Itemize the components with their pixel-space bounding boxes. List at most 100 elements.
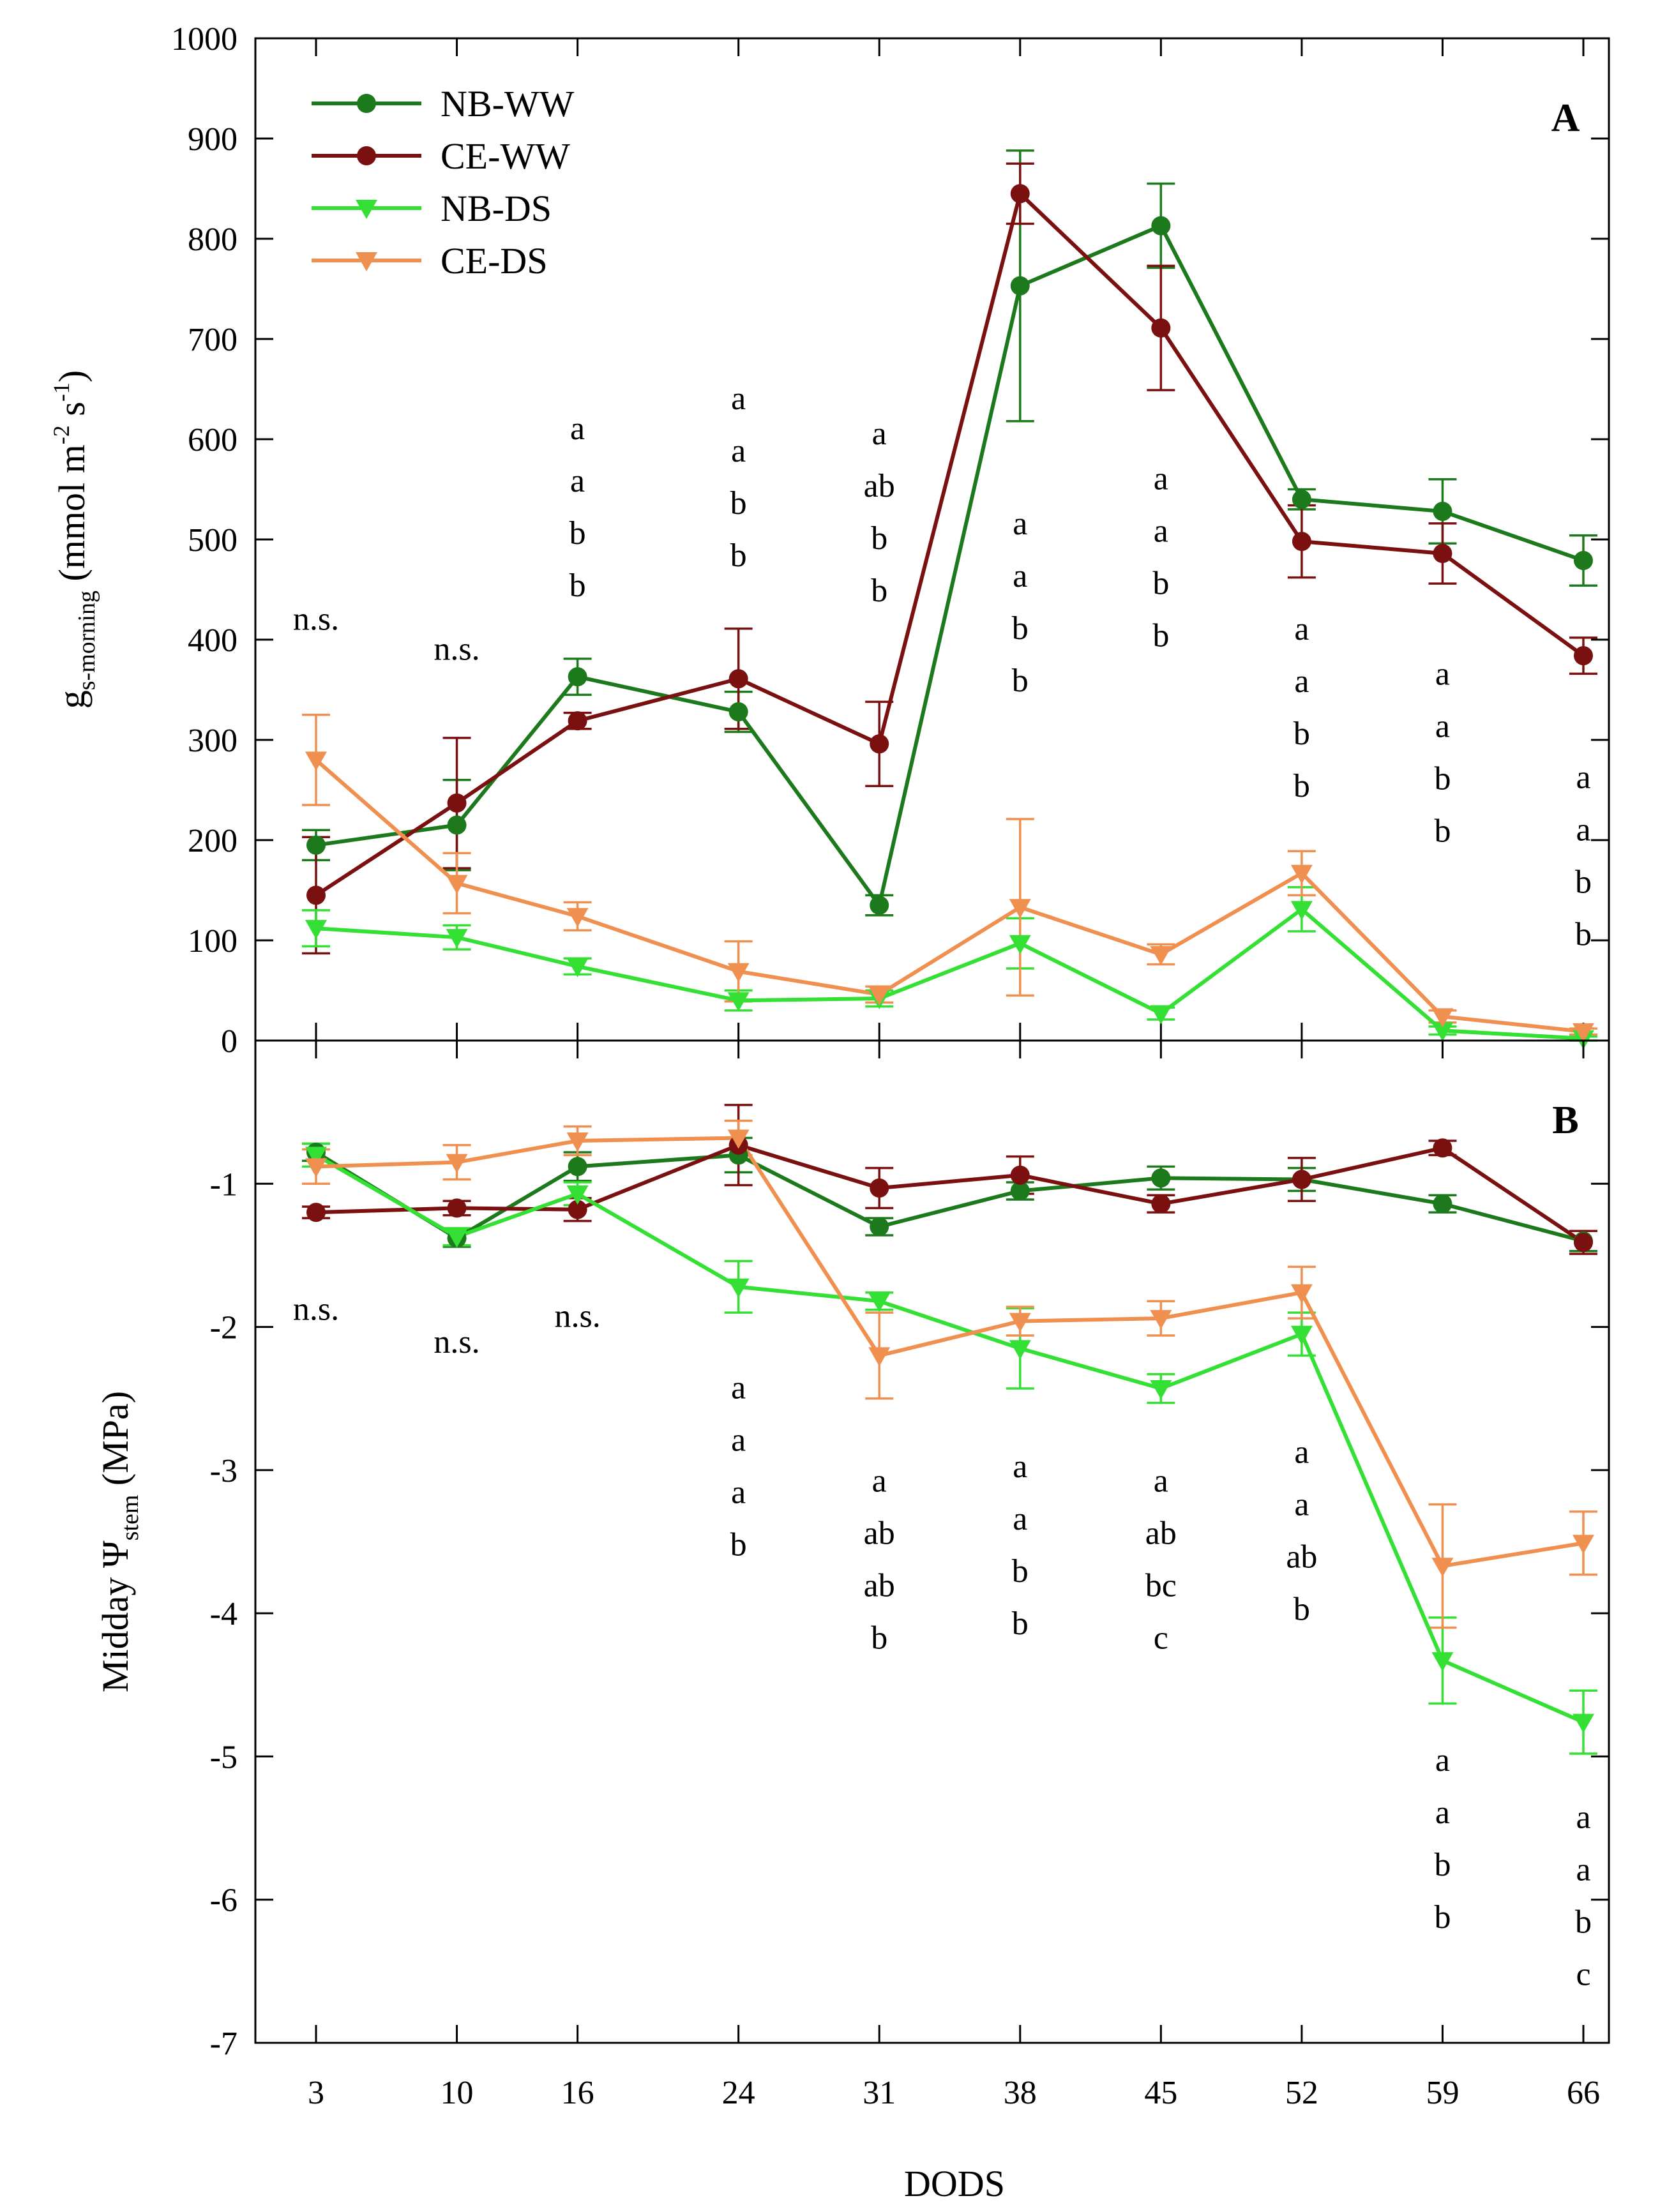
data-point xyxy=(1431,1558,1454,1577)
significance-label: n.s. xyxy=(434,631,479,667)
y-tick-label: 300 xyxy=(188,723,238,759)
data-point xyxy=(870,1217,889,1237)
data-point xyxy=(1150,1380,1172,1400)
data-point xyxy=(1574,1233,1593,1253)
x-tick-label: 59 xyxy=(1426,2075,1459,2111)
y-tick-label: -1 xyxy=(210,1166,238,1203)
significance-label: a ab bc c xyxy=(1145,1463,1177,1657)
data-point xyxy=(868,986,891,1005)
data-point xyxy=(728,702,748,722)
data-point xyxy=(870,1178,889,1198)
data-point xyxy=(1292,532,1311,552)
x-tick-label: 3 xyxy=(308,2075,324,2111)
y-tick-label: -3 xyxy=(210,1453,238,1489)
panel-b-frame xyxy=(254,1039,1610,2044)
data-point xyxy=(306,1203,326,1223)
data-point xyxy=(1151,318,1171,338)
data-point xyxy=(1290,1284,1313,1304)
data-point xyxy=(1009,1340,1031,1360)
y-tick-label: -6 xyxy=(210,1883,238,1919)
data-point xyxy=(1574,646,1593,666)
series-line-nb-ds xyxy=(315,907,1584,1041)
data-point xyxy=(568,711,587,731)
y-tick-label: 800 xyxy=(188,222,238,258)
significance-label: n.s. xyxy=(293,601,339,637)
data-point xyxy=(306,885,326,905)
series-line-ce-ds xyxy=(315,1136,1584,1569)
significance-label: a a ab b xyxy=(1286,1434,1317,1628)
panel-b-ticks: -1 -2 -3 -4 -5 -6 -7 3 10 16 24 31 38 45 52 59 66 xyxy=(210,1041,1609,2111)
data-point xyxy=(447,793,467,813)
legend-label: CE-DS xyxy=(441,240,548,282)
data-point xyxy=(1151,216,1171,236)
data-point xyxy=(446,875,468,894)
data-point xyxy=(1010,184,1030,204)
panel-b-error-bars xyxy=(302,1104,1597,1755)
y-tick-label: -7 xyxy=(210,2026,238,2062)
legend-marker xyxy=(357,146,376,165)
legend-marker xyxy=(357,94,376,113)
data-point xyxy=(1431,1022,1454,1042)
y-tick-label: 500 xyxy=(188,522,238,559)
data-point xyxy=(447,815,467,835)
legend: NB-WW CE-WW NB-DS CE-DS xyxy=(312,83,575,282)
data-point xyxy=(870,896,889,915)
panel-a-letter: A xyxy=(1551,96,1580,140)
series-line-ce-ww xyxy=(315,1143,1585,1244)
panel-b-series-lines xyxy=(315,1136,1585,1724)
y-tick-label: 900 xyxy=(188,121,238,158)
data-point xyxy=(1433,543,1452,563)
data-point xyxy=(727,963,750,982)
panel-b-annotations: n.s. n.s. n.s. a a a b a ab ab b a a b b a ab bc c a a ab b a a b… xyxy=(293,1291,1592,1992)
y-tick-label: 0 xyxy=(221,1023,238,1060)
x-tick-label: 66 xyxy=(1567,2075,1600,2111)
series-line-nb-ww xyxy=(315,223,1584,910)
data-point xyxy=(1010,1181,1030,1201)
panel-a-ticks: 0 100 200 300 400 500 600 700 800 900 1000 xyxy=(171,21,1609,1060)
panel-b-y-axis-title: Midday Ψstem (MPa) xyxy=(94,1391,144,1692)
x-tick-label: 45 xyxy=(1144,2075,1177,2111)
significance-label: a ab b b xyxy=(864,416,895,609)
data-point xyxy=(1573,1535,1594,1554)
data-point xyxy=(305,1147,327,1166)
legend-marker xyxy=(356,200,377,219)
data-point xyxy=(1431,1008,1454,1028)
significance-label: n.s. xyxy=(434,1324,479,1360)
data-point xyxy=(1009,1313,1031,1332)
data-point xyxy=(1151,1168,1171,1188)
x-axis-title: DODS xyxy=(904,2163,1005,2204)
data-point xyxy=(446,929,468,949)
data-point xyxy=(568,1157,587,1177)
data-point xyxy=(306,835,326,855)
series-line-nb-ds xyxy=(315,1153,1585,1724)
data-point xyxy=(566,908,589,928)
data-point xyxy=(566,1132,589,1152)
data-point xyxy=(1010,276,1030,296)
legend-label: CE-WW xyxy=(441,135,570,177)
data-point xyxy=(446,1228,468,1248)
panel-a-annotations: n.s. n.s. a a b b a a b b a ab b b a a b b a a b b a a b b a a b b a a b… xyxy=(293,380,1592,952)
data-point xyxy=(305,920,327,940)
significance-label: n.s. xyxy=(554,1298,600,1335)
panel-b: -1-2-3-4-5-6-73 10 16 24 31 38 45 52 59 66 n.s.n.… xyxy=(94,1039,1610,2204)
legend-item-nb-ds: NB-DS xyxy=(312,188,552,229)
data-point xyxy=(868,1347,891,1367)
data-point xyxy=(568,1200,587,1219)
data-point xyxy=(1150,1005,1172,1025)
x-tick-label: 24 xyxy=(722,2075,755,2111)
panel-a-series-lines xyxy=(315,190,1585,1041)
y-tick-label: 700 xyxy=(188,322,238,358)
y-tick-label: 100 xyxy=(188,923,238,959)
data-point xyxy=(568,667,587,687)
data-point xyxy=(305,1158,327,1178)
